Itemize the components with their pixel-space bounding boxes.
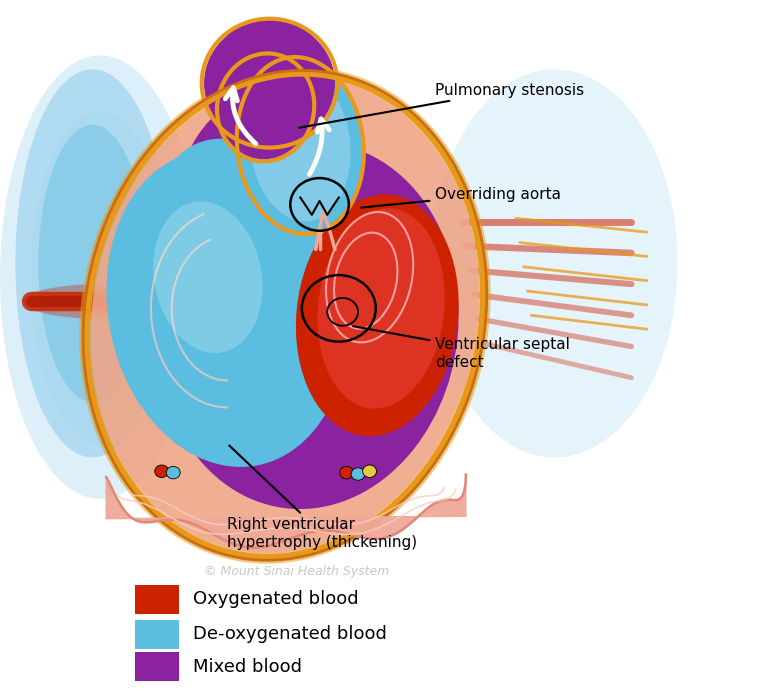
Ellipse shape: [431, 69, 678, 457]
Polygon shape: [106, 475, 466, 547]
Ellipse shape: [239, 59, 362, 232]
Circle shape: [166, 466, 180, 479]
Text: Oxygenated blood: Oxygenated blood: [193, 590, 359, 608]
FancyBboxPatch shape: [135, 652, 179, 681]
Text: Mixed blood: Mixed blood: [193, 658, 303, 676]
Ellipse shape: [154, 139, 293, 305]
Ellipse shape: [157, 142, 459, 509]
Circle shape: [155, 465, 169, 477]
Ellipse shape: [31, 111, 169, 444]
Circle shape: [363, 465, 377, 477]
Ellipse shape: [15, 69, 169, 457]
Ellipse shape: [91, 78, 479, 553]
FancyBboxPatch shape: [135, 585, 179, 614]
Ellipse shape: [250, 69, 350, 222]
Ellipse shape: [79, 67, 490, 563]
Ellipse shape: [0, 55, 200, 499]
Ellipse shape: [153, 202, 263, 353]
Ellipse shape: [296, 194, 459, 437]
Text: Pulmonary stenosis: Pulmonary stenosis: [300, 82, 584, 128]
Text: Overriding aorta: Overriding aorta: [361, 186, 561, 208]
Text: Ventricular septal
defect: Ventricular septal defect: [353, 326, 570, 369]
Ellipse shape: [317, 208, 445, 409]
Ellipse shape: [219, 17, 320, 94]
Ellipse shape: [212, 180, 343, 326]
FancyBboxPatch shape: [135, 620, 179, 649]
Circle shape: [340, 466, 353, 479]
Text: Right ventricular
hypertrophy (thickening): Right ventricular hypertrophy (thickenin…: [227, 446, 417, 550]
Text: © Mount Sinai Health System: © Mount Sinai Health System: [204, 565, 389, 578]
Ellipse shape: [106, 150, 348, 467]
Ellipse shape: [38, 125, 146, 402]
Ellipse shape: [23, 284, 177, 319]
Ellipse shape: [177, 94, 346, 308]
Ellipse shape: [219, 55, 312, 159]
Circle shape: [351, 468, 365, 480]
Text: De-oxygenated blood: De-oxygenated blood: [193, 625, 387, 643]
Ellipse shape: [204, 21, 335, 146]
